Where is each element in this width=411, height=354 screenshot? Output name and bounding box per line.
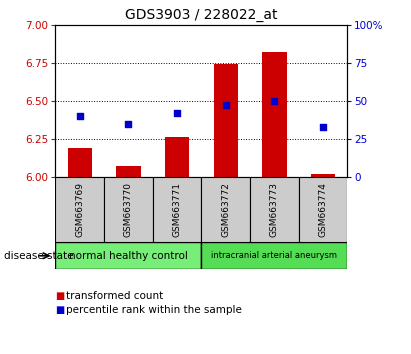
FancyBboxPatch shape [299,177,347,242]
Text: transformed count: transformed count [66,291,163,301]
Point [125,121,132,127]
Point [174,110,180,116]
Bar [116,166,141,177]
Text: percentile rank within the sample: percentile rank within the sample [66,305,242,315]
Text: ■: ■ [55,305,65,315]
Text: GSM663772: GSM663772 [221,182,230,237]
Point [222,103,229,108]
Text: GSM663771: GSM663771 [173,182,182,237]
Title: GDS3903 / 228022_at: GDS3903 / 228022_at [125,8,278,22]
Text: GSM663769: GSM663769 [75,182,84,237]
Bar [262,52,286,177]
Bar [165,137,189,177]
Text: GSM663773: GSM663773 [270,182,279,237]
FancyBboxPatch shape [55,242,201,269]
Bar [214,64,238,177]
FancyBboxPatch shape [250,177,299,242]
Point [271,98,277,104]
Text: GSM663770: GSM663770 [124,182,133,237]
Text: normal healthy control: normal healthy control [69,251,188,261]
Text: disease state: disease state [4,251,74,261]
FancyBboxPatch shape [104,177,153,242]
Bar [68,148,92,177]
Point [76,113,83,119]
Text: ■: ■ [55,291,65,301]
Bar [311,174,335,177]
Point [320,124,326,130]
FancyBboxPatch shape [153,177,201,242]
Text: GSM663774: GSM663774 [319,182,328,237]
FancyBboxPatch shape [201,242,347,269]
FancyBboxPatch shape [55,177,104,242]
FancyBboxPatch shape [201,177,250,242]
Text: intracranial arterial aneurysm: intracranial arterial aneurysm [211,251,337,260]
